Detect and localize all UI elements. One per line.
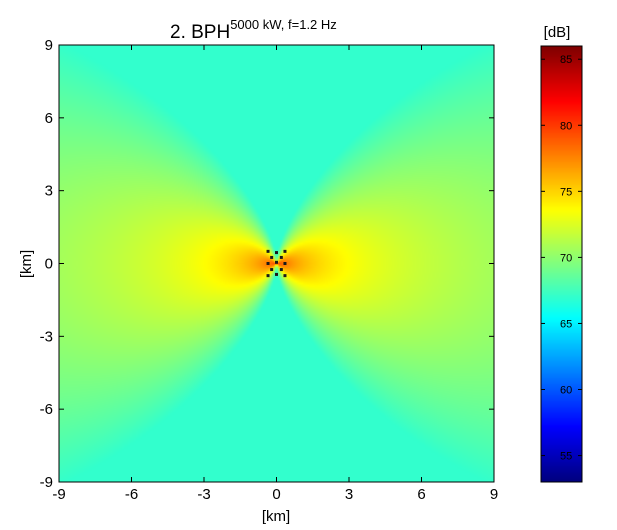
y-ticks: 9 6 3 0 -3 -6 -9 [40, 37, 494, 491]
colorbar-label: [dB] [544, 24, 571, 41]
source-marker [283, 262, 287, 265]
y-tick-label: 3 [45, 183, 53, 200]
colorbar-gradient [541, 46, 582, 482]
colorbar-tick-label: 65 [560, 318, 572, 330]
x-tick-label: 0 [272, 486, 280, 503]
x-tick-label: -3 [197, 486, 210, 503]
plot-area: -9 -6 -3 0 3 6 9 9 6 3 0 -3 -6 -9 [40, 37, 499, 503]
source-marker [275, 272, 278, 276]
colorbar-tick-label: 80 [560, 120, 572, 132]
x-tick-label: -9 [52, 486, 65, 503]
source-marker [266, 274, 270, 278]
colorbar-ticks: 85 80 75 70 65 60 55 [541, 54, 582, 463]
x-tick-label: 3 [345, 486, 353, 503]
source-marker [279, 268, 283, 272]
x-tick-label: 6 [417, 486, 425, 503]
source-marker [266, 249, 270, 253]
source-marker [283, 249, 287, 253]
source-marker [275, 251, 278, 255]
y-tick-label: -9 [40, 474, 53, 491]
x-tick-label: 9 [490, 486, 498, 503]
source-marker [270, 255, 274, 259]
source-marker [270, 268, 274, 272]
colorbar-tick-label: 75 [560, 186, 572, 198]
y-tick-label: -6 [40, 401, 53, 418]
colorbar-tick-label: 55 [560, 451, 572, 463]
chart-title: 2. BPH5000 kW, f=1.2 Hz [170, 17, 337, 43]
chart-title-main: 2. BPH [170, 22, 230, 43]
colorbar-tick-label: 85 [560, 54, 572, 66]
source-marker [275, 260, 278, 264]
x-tick-label: -6 [125, 486, 138, 503]
source-markers [266, 249, 287, 278]
colorbar: [dB] 85 80 75 70 65 60 55 [540, 24, 583, 483]
y-tick-label: -3 [40, 328, 53, 345]
y-axis-label: [km] [18, 250, 35, 278]
y-tick-label: 6 [45, 110, 53, 127]
colorbar-tick-label: 70 [560, 252, 572, 264]
colorbar-tick-label: 60 [560, 385, 572, 397]
source-marker [283, 274, 287, 278]
source-marker [266, 262, 270, 265]
x-axis-label: [km] [262, 508, 290, 525]
x-ticks: -9 -6 -3 0 3 6 9 [52, 45, 498, 503]
y-tick-label: 9 [45, 37, 53, 54]
chart-title-superscript: 5000 kW, f=1.2 Hz [230, 17, 337, 32]
source-marker [279, 255, 283, 259]
y-tick-label: 0 [45, 256, 53, 273]
colorbar-frame [540, 45, 583, 483]
